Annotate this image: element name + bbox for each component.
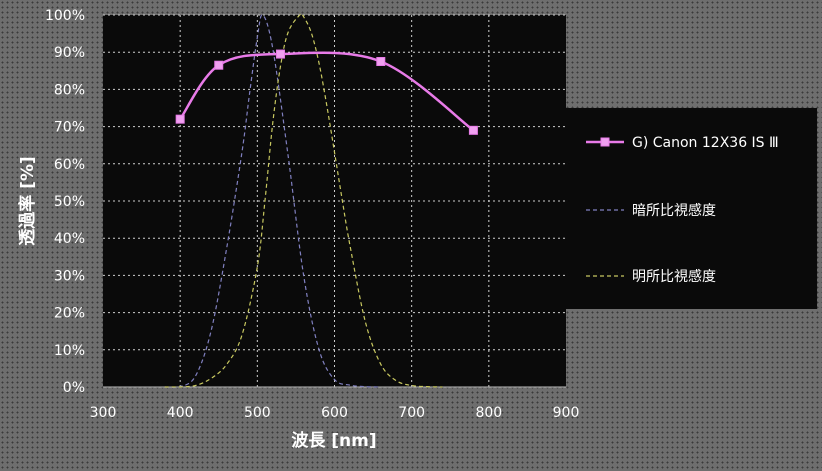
legend-label: 明所比視感度 bbox=[632, 268, 716, 285]
legend-entry-1: 暗所比視感度 bbox=[586, 202, 716, 219]
data-point-marker bbox=[468, 125, 478, 135]
x-tick-label: 500 bbox=[244, 405, 271, 421]
legend-marker bbox=[600, 137, 610, 147]
data-point-marker bbox=[175, 114, 185, 124]
series-0 bbox=[175, 49, 478, 135]
series-1 bbox=[164, 14, 381, 389]
data-point-marker bbox=[376, 57, 386, 66]
y-tick-label: 10% bbox=[54, 343, 85, 359]
legend-label: G) Canon 12X36 IS Ⅲ bbox=[632, 135, 779, 151]
data-point-marker bbox=[275, 49, 285, 59]
x-tick-label: 400 bbox=[167, 405, 194, 421]
series-line bbox=[179, 51, 475, 132]
x-tick-label: 600 bbox=[321, 405, 348, 421]
y-tick-label: 70% bbox=[54, 120, 85, 136]
x-tick-label: 900 bbox=[553, 405, 580, 421]
data-point-marker bbox=[214, 60, 224, 70]
y-axis-label: 透過率 [%] bbox=[17, 156, 38, 246]
x-axis: 300 400 500 600 700 800 900 bbox=[90, 405, 580, 421]
x-axis-label: 波長 [nm] bbox=[291, 430, 376, 451]
y-tick-label: 100% bbox=[45, 8, 85, 24]
x-tick-label: 300 bbox=[90, 405, 117, 421]
x-tick-label: 700 bbox=[398, 405, 425, 421]
x-tick-label: 800 bbox=[475, 405, 502, 421]
series-layer bbox=[164, 13, 478, 389]
series-line-dashed bbox=[164, 14, 381, 389]
y-tick-label: 30% bbox=[54, 268, 85, 284]
grid bbox=[103, 14, 566, 388]
y-tick-label: 50% bbox=[54, 194, 85, 210]
series-line-dashed bbox=[164, 13, 443, 388]
legend-entry-0: G) Canon 12X36 IS Ⅲ bbox=[586, 135, 779, 151]
y-tick-label: 0% bbox=[63, 380, 85, 396]
y-tick-label: 40% bbox=[54, 231, 85, 247]
y-axis: 0% 10% 20% 30% 40% 50% 60% 70% 80% 90% 100% bbox=[45, 8, 85, 396]
legend-entry-2: 明所比視感度 bbox=[586, 268, 716, 285]
y-tick-label: 20% bbox=[54, 306, 85, 322]
y-tick-label: 80% bbox=[54, 82, 85, 98]
y-tick-label: 60% bbox=[54, 157, 85, 173]
y-tick-label: 90% bbox=[54, 45, 85, 61]
legend-label: 暗所比視感度 bbox=[632, 202, 716, 219]
series-2 bbox=[164, 13, 443, 388]
